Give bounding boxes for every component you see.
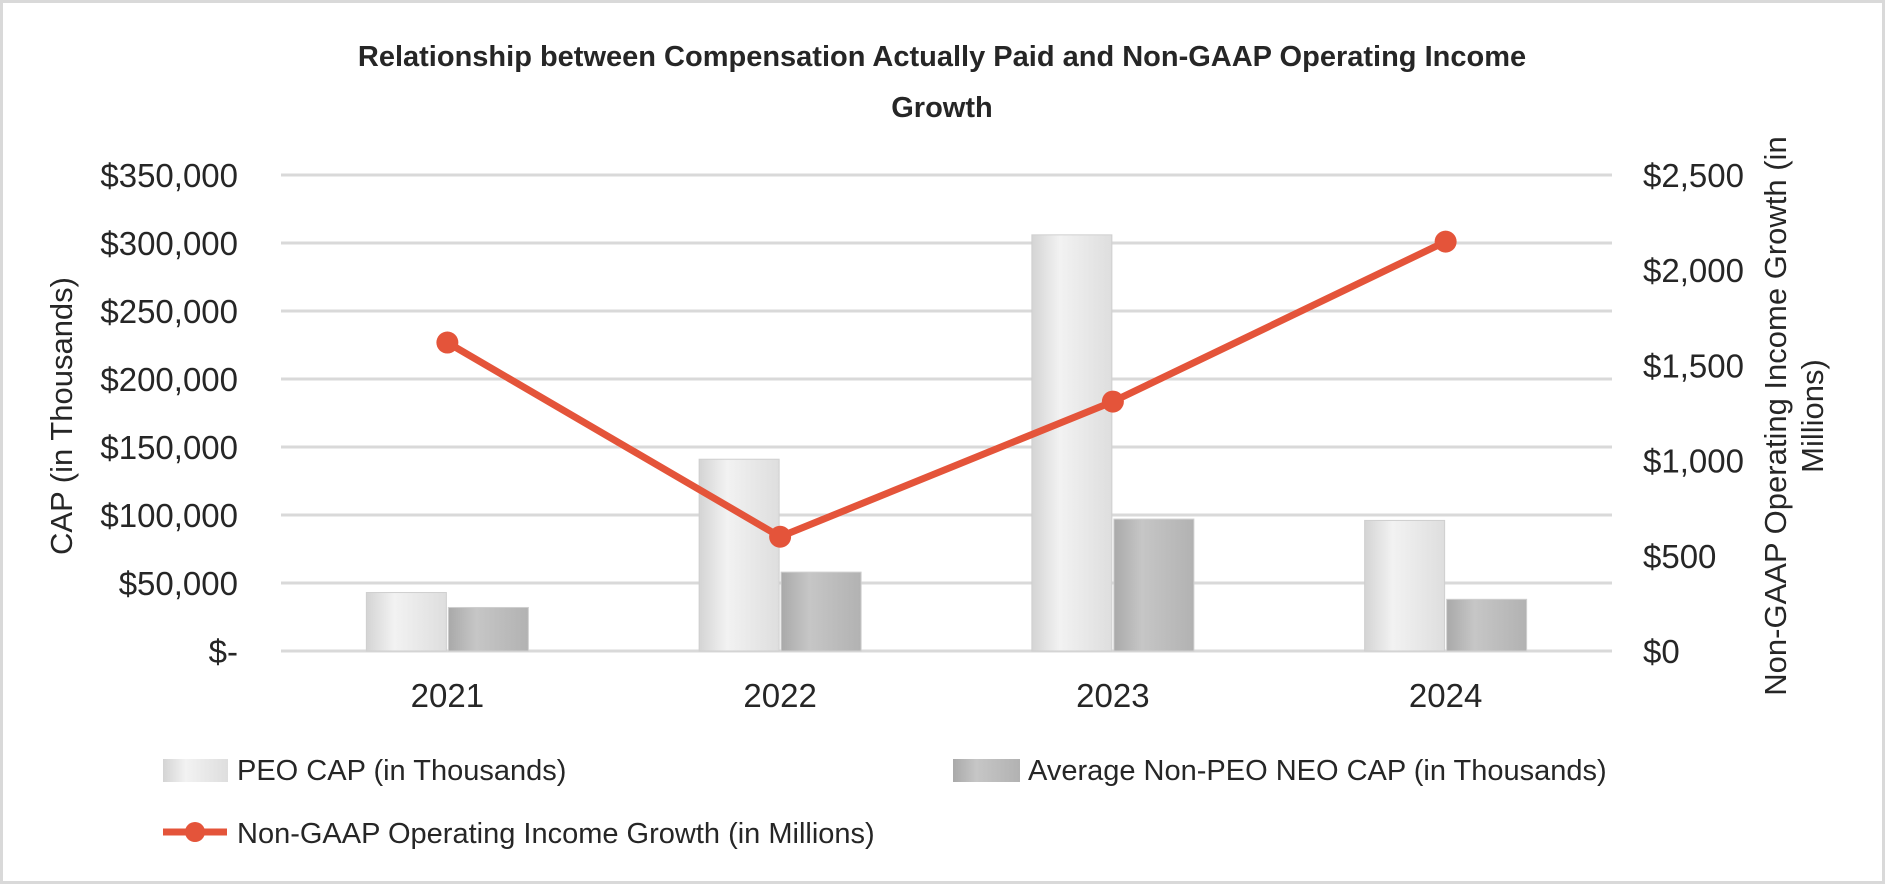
bar-peo-cap <box>1364 519 1446 652</box>
left-axis-tick-label: $200,000 <box>100 361 238 398</box>
left-axis-tick-label: $150,000 <box>100 429 238 466</box>
x-axis-tick-label: 2022 <box>743 677 816 714</box>
legend-swatch-avg-neo-cap <box>953 759 1020 782</box>
legend: PEO CAP (in Thousands) Average Non-PEO N… <box>163 755 1607 850</box>
point-operating-income <box>1101 390 1124 413</box>
point-operating-income <box>1434 230 1457 253</box>
legend-label-avg-neo-cap: Average Non-PEO NEO CAP (in Thousands) <box>1028 755 1607 787</box>
right-axis-tick-label: $1,500 <box>1643 347 1744 384</box>
x-axis-tick-label: 2021 <box>411 677 484 714</box>
right-axis-title-line-1: Non-GAAP Operating Income Growth (in <box>1758 136 1793 695</box>
chart-title-line-1: Relationship between Compensation Actual… <box>358 41 1526 73</box>
bar-peo-cap <box>365 592 447 652</box>
left-axis-tick-label: $50,000 <box>119 565 238 602</box>
chart-title-line-2: Growth <box>891 92 993 124</box>
point-operating-income <box>769 525 792 548</box>
left-axis-tick-label: $100,000 <box>100 497 238 534</box>
left-axis-tick-label: $250,000 <box>100 293 238 330</box>
left-axis-tick-label: $300,000 <box>100 225 238 262</box>
legend-swatch-peo-cap <box>163 759 228 782</box>
right-axis-tick-label: $2,500 <box>1643 157 1744 194</box>
bar-avg-neo-cap <box>780 571 862 652</box>
x-axis-tick-label: 2023 <box>1076 677 1149 714</box>
right-axis-tick-label: $500 <box>1643 538 1716 575</box>
legend-label-peo-cap: PEO CAP (in Thousands) <box>237 755 566 787</box>
left-axis-title: CAP (in Thousands) <box>44 277 79 555</box>
bar-peo-cap <box>698 458 780 652</box>
right-axis-tick-label: $0 <box>1643 633 1680 670</box>
bar-avg-neo-cap <box>1113 518 1195 652</box>
right-axis-tick-label: $1,000 <box>1643 443 1744 480</box>
x-axis-tick-label: 2024 <box>1409 677 1482 714</box>
legend-label-operating-income: Non-GAAP Operating Income Growth (in Mil… <box>237 818 875 850</box>
left-axis-tick-label: $350,000 <box>100 157 238 194</box>
bar-avg-neo-cap <box>1446 598 1528 652</box>
point-operating-income <box>436 331 459 354</box>
legend-swatch-marker-operating-income <box>185 822 205 842</box>
right-axis-tick-label: $2,000 <box>1643 252 1744 289</box>
line-operating-income <box>443 238 1450 541</box>
bar-avg-neo-cap <box>447 606 529 652</box>
right-axis-title-line-2: Millions) <box>1795 359 1830 473</box>
bar-peo-cap <box>1031 234 1113 652</box>
left-axis-tick-label: $- <box>209 633 238 670</box>
